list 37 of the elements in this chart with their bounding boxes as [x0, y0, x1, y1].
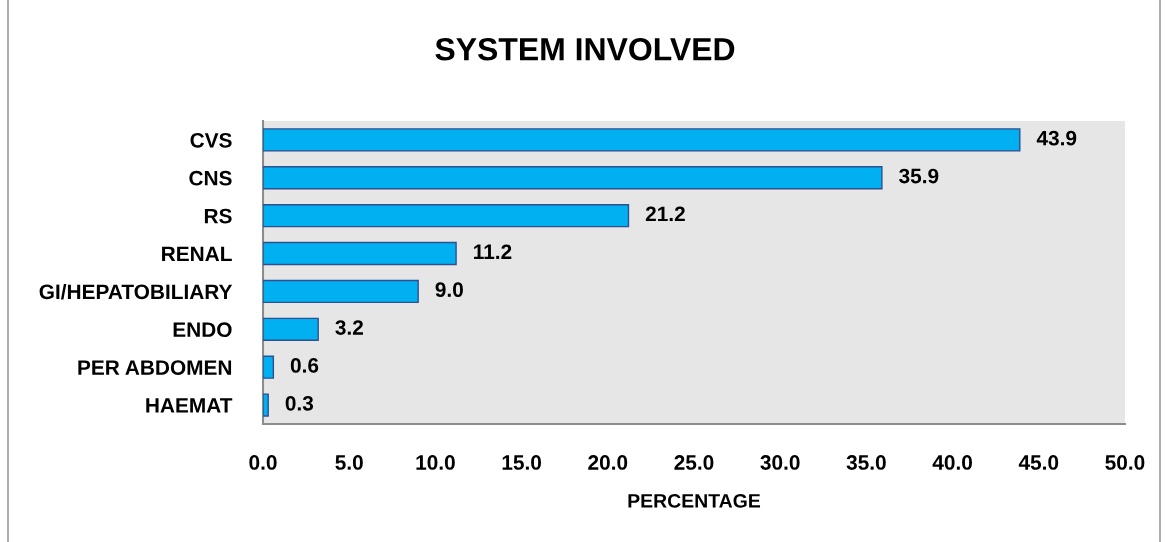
y-tick-label: CNS: [189, 170, 232, 186]
x-tick-label: 30.0: [760, 455, 800, 470]
y-tick-label: RENAL: [162, 246, 232, 262]
y-tick-label: CVS: [190, 132, 232, 148]
bar: [263, 393, 269, 417]
data-label: 3.2: [335, 320, 363, 335]
data-label: 9.0: [435, 282, 463, 298]
bar: [263, 241, 457, 266]
data-label: 0.6: [290, 358, 319, 373]
data-label: 21.2: [645, 206, 685, 222]
x-tick-label: 5.0: [335, 455, 363, 470]
bar: [263, 128, 1021, 152]
y-tick-label: ENDO: [173, 322, 232, 338]
x-tick-label: 15.0: [502, 455, 542, 470]
bar: [263, 279, 419, 304]
x-tick-label: 50.0: [1105, 455, 1145, 470]
data-label: 43.9: [1036, 130, 1077, 146]
chart-title: SYSTEM INVOLVED: [435, 37, 735, 61]
data-label: 11.2: [474, 244, 512, 259]
bar: [263, 317, 319, 341]
data-label: 0.3: [285, 395, 314, 411]
data-label: 35.9: [899, 168, 939, 184]
x-axis-title: PERCENTAGE: [628, 493, 761, 508]
y-tick-label: RS: [204, 208, 232, 224]
x-tick-label: 10.0: [416, 455, 455, 470]
bar: [263, 203, 630, 228]
x-tick-label: 0.0: [249, 455, 277, 470]
y-tick-label: HAEMAT: [146, 398, 233, 413]
y-tick-label: PER ABDOMEN: [78, 360, 232, 375]
x-tick-label: 45.0: [1018, 455, 1059, 470]
y-tick-label: GI/HEPATOBILIARY: [39, 283, 233, 300]
x-tick-label: 20.0: [588, 455, 628, 470]
bar: [263, 355, 275, 379]
x-tick-label: 35.0: [846, 455, 886, 470]
bar: [263, 166, 883, 190]
x-tick-label: 40.0: [932, 455, 972, 470]
x-tick-label: 25.0: [674, 455, 714, 470]
